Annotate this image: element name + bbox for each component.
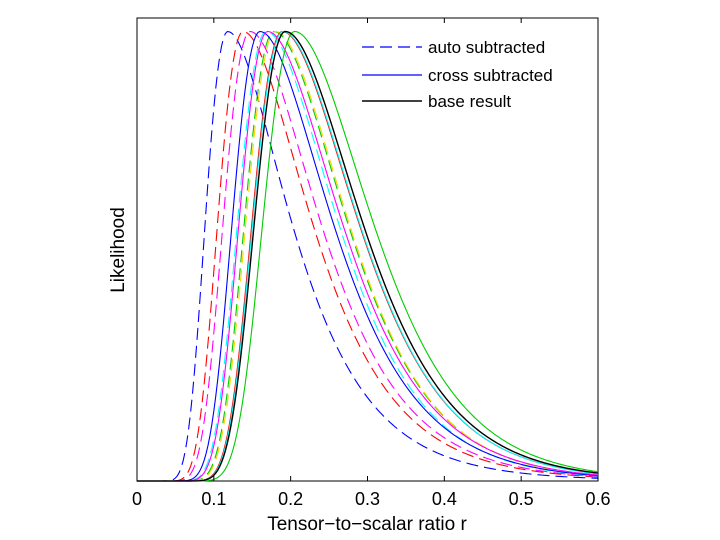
legend-label-auto: auto subtracted <box>428 38 545 57</box>
likelihood-curve-2 <box>137 30 599 482</box>
x-tick-label: 0.4 <box>432 489 457 509</box>
x-tick-label: 0.1 <box>201 489 226 509</box>
likelihood-curve-5 <box>137 30 599 482</box>
likelihood-curve-8 <box>137 30 599 482</box>
likelihood-curve-7 <box>137 30 599 482</box>
x-tick-label: 0.3 <box>355 489 380 509</box>
likelihood-curve-12 <box>137 30 599 482</box>
x-ticks-group: 0 0.1 0.2 0.3 0.4 0.5 0.6 <box>132 18 611 509</box>
legend: auto subtracted cross subtracted base re… <box>362 38 553 111</box>
x-tick-label: 0.6 <box>585 489 610 509</box>
likelihood-curve-1 <box>137 30 599 482</box>
x-axis-label: Tensor−to−scalar ratio r <box>267 514 467 535</box>
curves-group <box>137 30 599 482</box>
legend-label-base: base result <box>428 92 511 111</box>
likelihood-curve-4 <box>137 30 599 482</box>
legend-label-cross: cross subtracted <box>428 66 553 85</box>
x-tick-label: 0 <box>132 489 142 509</box>
likelihood-curve-3 <box>137 30 599 482</box>
y-axis-label: Likelihood <box>108 207 129 293</box>
x-tick-label: 0.2 <box>278 489 303 509</box>
x-tick-label: 0.5 <box>509 489 534 509</box>
